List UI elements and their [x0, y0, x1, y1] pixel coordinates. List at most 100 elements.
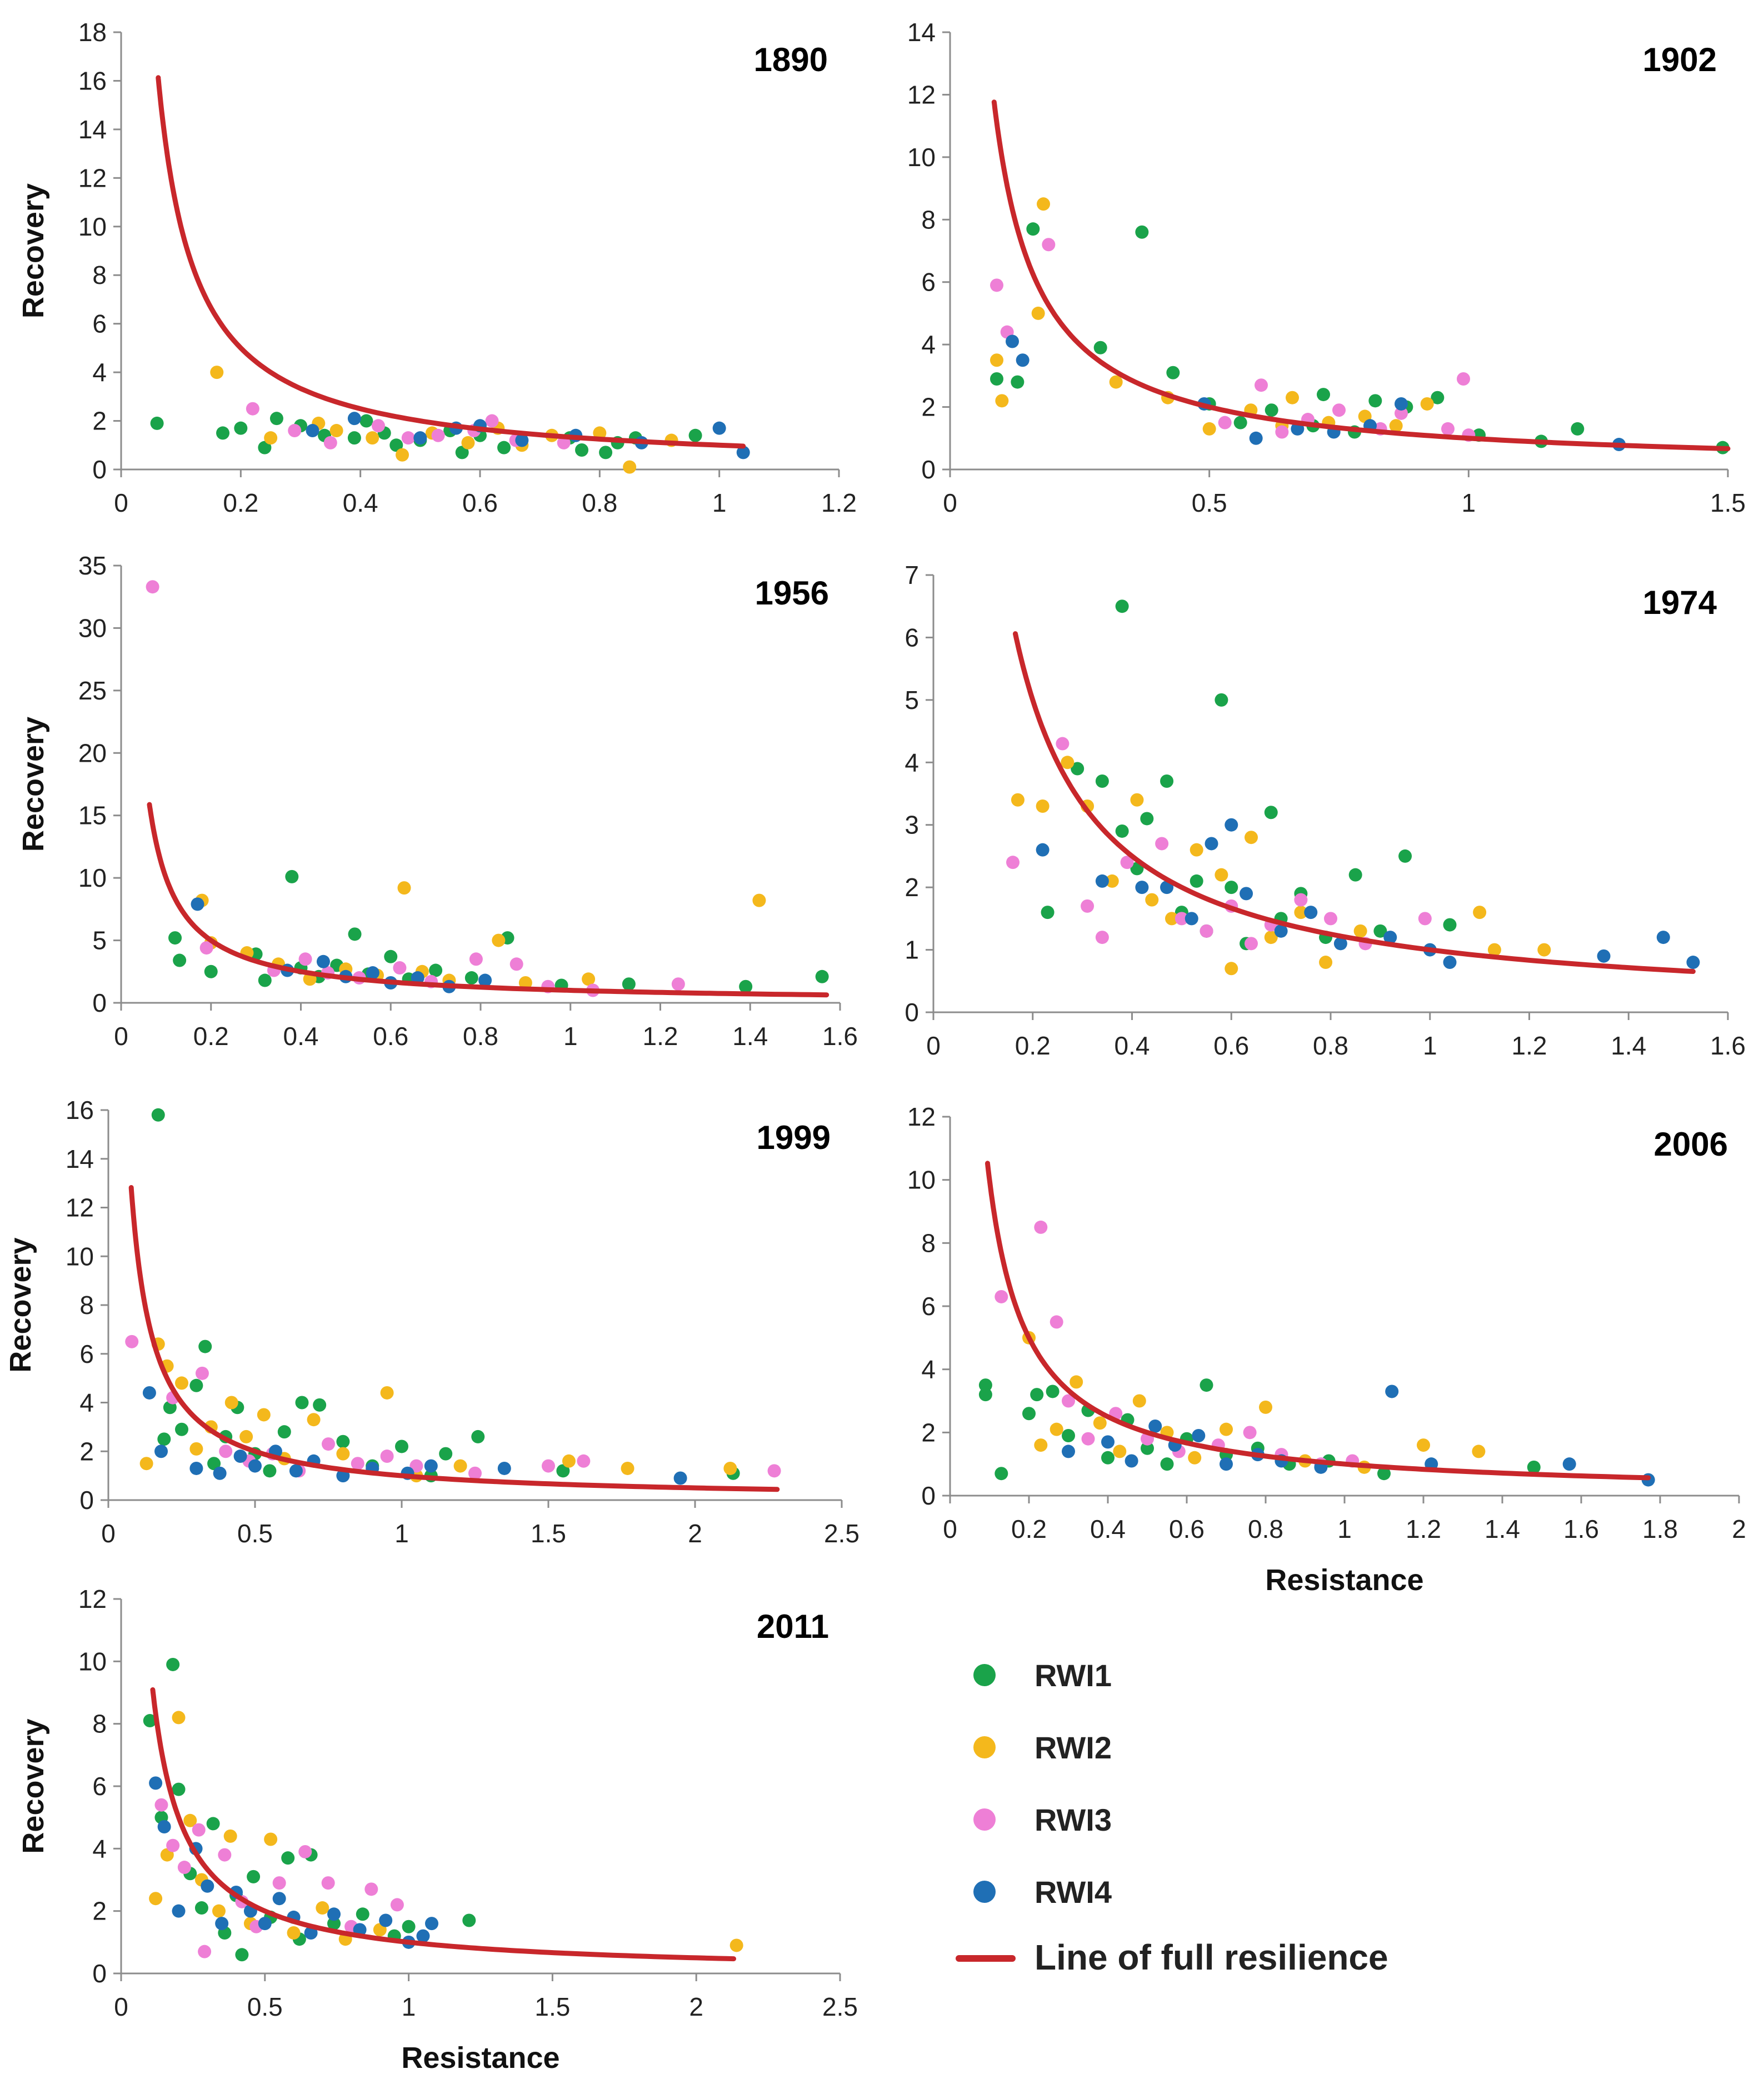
data-point-rwi2	[1061, 756, 1075, 769]
data-point-rwi2	[1031, 306, 1045, 320]
x-tick-label: 0	[114, 1992, 128, 2021]
x-tick-label: 2.5	[822, 1992, 858, 2021]
x-tick-label: 0.4	[1090, 1515, 1126, 1543]
data-point-rwi2	[582, 972, 596, 986]
x-tick-label: 1.6	[1710, 1031, 1746, 1060]
y-tick-label: 8	[92, 261, 107, 289]
data-point-rwi3	[351, 1457, 364, 1471]
data-point-rwi1	[599, 446, 613, 459]
y-tick-label: 18	[78, 18, 107, 47]
data-point-rwi1	[150, 416, 164, 430]
data-point-rwi1	[1348, 868, 1362, 882]
data-point-rwi2	[1093, 1416, 1107, 1430]
data-point-rwi3	[199, 941, 213, 955]
data-point-rwi2	[562, 1454, 576, 1468]
data-point-rwi3	[409, 1459, 423, 1473]
data-point-rwi1	[1022, 1407, 1036, 1421]
data-point-rwi2	[453, 1459, 467, 1473]
panel-title: 2006	[1654, 1126, 1728, 1163]
data-point-rwi2	[183, 1813, 197, 1827]
data-point-rwi2	[264, 431, 278, 445]
y-tick-label: 10	[78, 1647, 107, 1676]
data-point-rwi1	[1101, 1451, 1115, 1465]
y-axis-title: Recovery	[17, 183, 50, 318]
y-tick-label: 10	[907, 1166, 936, 1195]
x-tick-label: 1.2	[1512, 1031, 1547, 1060]
series-rwi1	[143, 1657, 476, 1962]
data-point-rwi2	[307, 1413, 321, 1427]
data-point-rwi3	[1294, 893, 1308, 907]
x-tick-label: 1.8	[1642, 1515, 1678, 1543]
y-tick-label: 0	[92, 1959, 107, 1988]
data-point-rwi2	[329, 424, 343, 438]
data-point-rwi2	[264, 1832, 278, 1846]
data-point-rwi2	[1190, 843, 1203, 857]
data-point-rwi1	[258, 441, 272, 454]
data-point-rwi4	[1125, 1454, 1138, 1468]
y-tick-label: 12	[78, 1585, 107, 1613]
data-point-rwi1	[1093, 341, 1107, 354]
x-tick-label: 0.8	[582, 488, 617, 517]
y-tick-label: 2	[79, 1437, 94, 1466]
data-point-rwi3	[469, 952, 483, 966]
x-tick-label: 1	[1423, 1031, 1437, 1060]
data-point-rwi4	[1185, 912, 1198, 926]
data-point-rwi3	[166, 1838, 180, 1852]
data-point-rwi4	[1095, 874, 1109, 888]
y-tick-label: 12	[907, 1102, 936, 1131]
data-point-rwi2	[380, 1386, 394, 1400]
data-point-rwi4	[1385, 1385, 1399, 1398]
data-point-rwi4	[1686, 956, 1700, 969]
data-point-rwi2	[175, 1376, 188, 1390]
data-point-rwi2	[336, 1447, 350, 1461]
data-point-rwi2	[1050, 1422, 1063, 1436]
data-point-rwi2	[172, 1711, 186, 1725]
data-point-rwi2	[239, 1430, 253, 1443]
data-point-rwi1	[356, 1907, 369, 1921]
data-point-rwi3	[195, 1366, 209, 1380]
data-point-rwi1	[1030, 1388, 1044, 1402]
data-point-rwi3	[557, 436, 571, 449]
y-tick-label: 6	[921, 1292, 936, 1321]
data-point-rwi4	[411, 971, 424, 985]
data-point-rwi1	[172, 1782, 186, 1796]
x-tick-label: 1.4	[1485, 1515, 1520, 1543]
y-axis-title: Recovery	[4, 1237, 37, 1372]
data-point-rwi1	[497, 441, 511, 454]
x-tick-label: 1.5	[531, 1519, 566, 1548]
series-rwi2	[149, 1711, 743, 1952]
data-point-rwi1	[1141, 1441, 1154, 1455]
x-tick-label: 1.5	[534, 1992, 570, 2021]
data-point-rwi3	[468, 1466, 482, 1480]
data-point-rwi2	[1011, 793, 1025, 807]
x-tick-label: 0.8	[1248, 1515, 1283, 1543]
data-point-rwi2	[723, 1461, 737, 1475]
data-point-rwi3	[1042, 238, 1056, 252]
x-tick-label: 0.8	[463, 1022, 498, 1051]
data-point-rwi4	[316, 954, 330, 968]
y-tick-label: 4	[921, 330, 936, 359]
full-resilience-curve	[1013, 631, 1696, 974]
data-point-rwi1	[395, 1440, 408, 1453]
data-point-rwi4	[149, 1776, 163, 1790]
x-tick-label: 0.4	[1115, 1031, 1150, 1060]
data-point-rwi2	[1294, 906, 1308, 919]
data-point-rwi2	[1389, 419, 1403, 433]
data-point-rwi4	[1443, 956, 1457, 969]
data-point-rwi2	[621, 1461, 634, 1475]
data-point-rwi4	[1249, 431, 1263, 445]
data-point-rwi3	[995, 1290, 1008, 1303]
data-point-rwi1	[269, 412, 283, 426]
x-tick-label: 1.6	[1563, 1515, 1599, 1543]
data-point-rwi4	[272, 1892, 286, 1906]
y-tick-label: 1	[905, 936, 919, 964]
data-point-rwi2	[1420, 397, 1434, 411]
data-point-rwi1	[1215, 693, 1228, 707]
data-point-rwi2	[1264, 931, 1278, 944]
data-point-rwi3	[401, 431, 415, 445]
panel-title: 1890	[754, 41, 828, 78]
x-axis-title: Resistance	[1265, 1563, 1423, 1597]
data-point-rwi1	[1233, 416, 1247, 429]
data-point-rwi3	[298, 952, 312, 966]
data-point-rwi1	[175, 1422, 188, 1436]
